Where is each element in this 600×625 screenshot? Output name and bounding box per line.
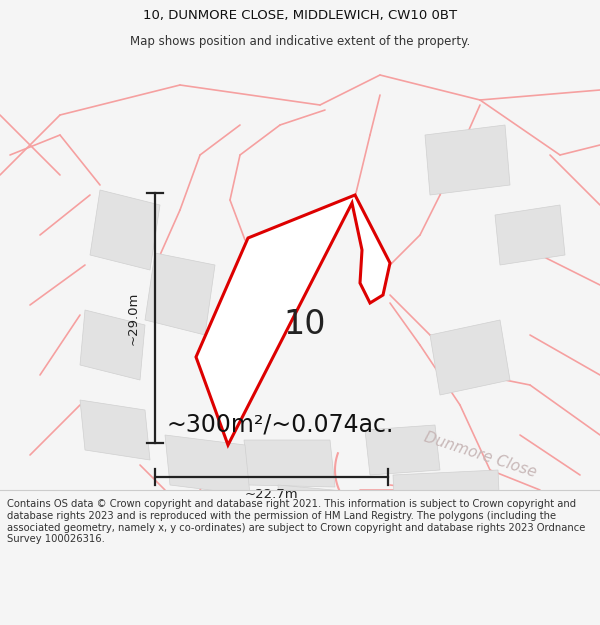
- Text: 10: 10: [284, 309, 326, 341]
- Text: 10, DUNMORE CLOSE, MIDDLEWICH, CW10 0BT: 10, DUNMORE CLOSE, MIDDLEWICH, CW10 0BT: [143, 9, 457, 22]
- Polygon shape: [425, 125, 510, 195]
- Text: Map shows position and indicative extent of the property.: Map shows position and indicative extent…: [130, 35, 470, 48]
- Polygon shape: [430, 320, 510, 395]
- Text: Contains OS data © Crown copyright and database right 2021. This information is : Contains OS data © Crown copyright and d…: [7, 499, 586, 544]
- Polygon shape: [495, 205, 565, 265]
- Text: ~300m²/~0.074ac.: ~300m²/~0.074ac.: [166, 413, 394, 437]
- Text: ~29.0m: ~29.0m: [127, 291, 139, 345]
- Polygon shape: [90, 190, 160, 270]
- Text: ~22.7m: ~22.7m: [245, 489, 298, 501]
- Polygon shape: [80, 310, 145, 380]
- Polygon shape: [278, 485, 390, 530]
- Polygon shape: [165, 435, 250, 495]
- Polygon shape: [365, 425, 440, 475]
- Polygon shape: [145, 253, 215, 335]
- Polygon shape: [196, 195, 390, 445]
- Polygon shape: [80, 400, 150, 460]
- Text: Dunmore Close: Dunmore Close: [422, 430, 538, 480]
- Polygon shape: [244, 440, 335, 487]
- Polygon shape: [393, 470, 500, 520]
